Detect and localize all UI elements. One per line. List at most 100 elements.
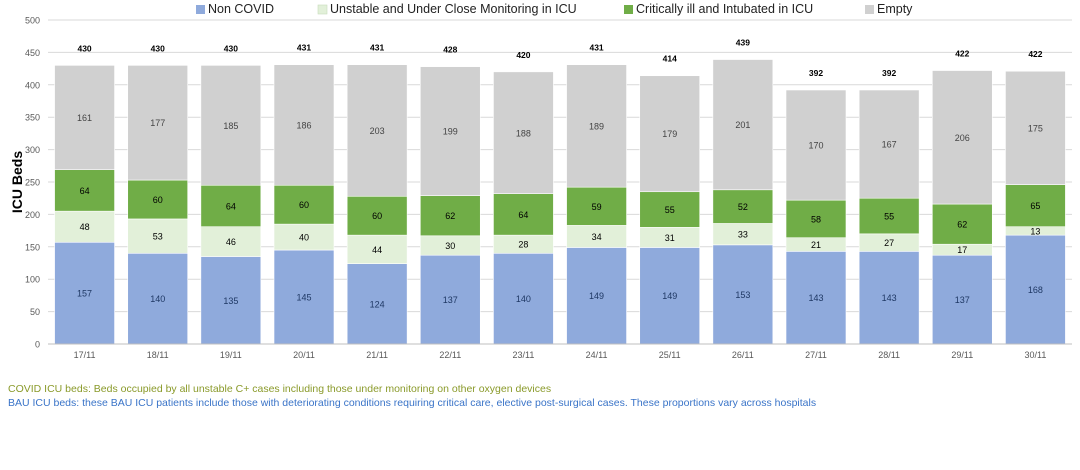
total-label-17-11: 430 [77,43,91,53]
bar-critically-ill-and-intubated-in-icu-25-11 [639,191,701,228]
x-tick-label-22-11: 22/11 [439,350,461,360]
bar-non-covid-23-11 [493,252,554,345]
data-label-bar-unstable-and-under-close-monitoring-in-icu-19-11: 46 [226,237,236,247]
data-label-bar-empty-25-11: 179 [662,129,677,139]
data-label-bar-unstable-and-under-close-monitoring-in-icu-25-11: 31 [665,233,675,243]
data-label-bar-non-covid-24-11: 149 [589,291,604,301]
x-tick-label-21-11: 21/11 [366,350,388,360]
data-label-bar-non-covid-21-11: 124 [370,299,385,309]
x-tick-label-19-11: 19/11 [220,350,242,360]
total-label-19-11: 430 [224,43,238,53]
data-label-bar-unstable-and-under-close-monitoring-in-icu-23-11: 28 [518,240,528,250]
x-tick-label-25-11: 25/11 [659,350,681,360]
y-tick-label-200: 200 [25,210,40,220]
total-label-22-11: 428 [443,45,457,55]
bar-critically-ill-and-intubated-in-icu-26-11 [712,189,774,224]
legend-label-unstable-and-under-close-monitoring-in-icu: Unstable and Under Close Monitoring in I… [330,2,577,16]
data-label-bar-empty-29-11: 206 [955,133,970,143]
bar-critically-ill-and-intubated-in-icu-19-11 [200,184,262,228]
data-label-bar-non-covid-29-11: 137 [955,295,970,305]
bar-critically-ill-and-intubated-in-icu-22-11 [419,195,481,237]
y-tick-label-0: 0 [35,340,40,350]
data-label-bar-critically-ill-and-intubated-in-icu-25-11: 55 [665,205,675,215]
data-label-bar-critically-ill-and-intubated-in-icu-27-11: 58 [811,214,821,224]
total-label-30-11: 422 [1028,49,1042,59]
data-label-bar-critically-ill-and-intubated-in-icu-24-11: 59 [592,202,602,212]
data-label-bar-unstable-and-under-close-monitoring-in-icu-20-11: 40 [299,233,309,243]
data-label-bar-non-covid-23-11: 140 [516,294,531,304]
bar-critically-ill-and-intubated-in-icu-20-11 [273,184,335,225]
legend-swatch-critically-ill-and-intubated-in-icu [624,5,633,14]
data-label-bar-empty-26-11: 201 [735,120,750,130]
y-axis-title: ICU Beds [9,151,25,213]
bar-critically-ill-and-intubated-in-icu-23-11 [493,193,554,236]
data-label-bar-unstable-and-under-close-monitoring-in-icu-17-11: 48 [80,222,90,232]
y-tick-label-400: 400 [25,80,40,90]
x-tick-label-30-11: 30/11 [1024,350,1046,360]
y-tick-label-50: 50 [30,307,40,317]
bar-non-covid-21-11 [346,263,408,345]
legend-swatch-unstable-and-under-close-monitoring-in-icu [317,4,328,15]
data-label-bar-non-covid-26-11: 153 [735,290,750,300]
x-tick-label-18-11: 18/11 [147,350,169,360]
data-label-bar-empty-21-11: 203 [370,126,385,136]
legend-swatch-non-covid [196,5,205,14]
bar-non-covid-30-11 [1005,234,1066,345]
data-label-bar-non-covid-20-11: 145 [296,293,311,303]
bar-empty-19-11 [200,65,262,186]
data-label-bar-unstable-and-under-close-monitoring-in-icu-28-11: 27 [884,238,894,248]
bar-unstable-and-under-close-monitoring-in-icu-19-11 [200,226,262,257]
bar-non-covid-22-11 [419,254,481,345]
y-tick-label-350: 350 [25,113,40,123]
bar-non-covid-18-11 [127,252,189,345]
data-label-bar-unstable-and-under-close-monitoring-in-icu-30-11: 13 [1030,226,1040,236]
y-tick-label-450: 450 [25,48,40,58]
data-label-bar-critically-ill-and-intubated-in-icu-29-11: 62 [957,220,967,230]
data-label-bar-empty-17-11: 161 [77,113,92,123]
bar-non-covid-26-11 [712,244,774,345]
legend-label-non-covid: Non COVID [208,2,274,16]
data-label-bar-critically-ill-and-intubated-in-icu-19-11: 64 [226,201,236,211]
data-label-bar-empty-28-11: 167 [882,140,897,150]
data-label-bar-critically-ill-and-intubated-in-icu-23-11: 64 [518,210,528,220]
data-label-bar-critically-ill-and-intubated-in-icu-30-11: 65 [1030,201,1040,211]
legend-label-empty: Empty [877,2,913,16]
x-tick-label-26-11: 26/11 [732,350,754,360]
bar-critically-ill-and-intubated-in-icu-21-11 [346,195,408,236]
data-label-bar-non-covid-30-11: 168 [1028,285,1043,295]
x-tick-label-17-11: 17/11 [74,350,96,360]
total-label-20-11: 431 [297,43,311,53]
x-tick-label-28-11: 28/11 [878,350,900,360]
data-label-bar-non-covid-22-11: 137 [443,295,458,305]
bar-critically-ill-and-intubated-in-icu-29-11 [931,203,993,245]
data-label-bar-critically-ill-and-intubated-in-icu-22-11: 62 [445,211,455,221]
y-tick-label-500: 500 [25,16,40,26]
total-label-24-11: 431 [589,43,603,53]
bar-unstable-and-under-close-monitoring-in-icu-21-11 [346,234,408,264]
data-label-bar-empty-24-11: 189 [589,121,604,131]
data-label-bar-critically-ill-and-intubated-in-icu-28-11: 55 [884,212,894,222]
data-label-bar-unstable-and-under-close-monitoring-in-icu-22-11: 30 [445,241,455,251]
bar-empty-17-11 [54,65,115,170]
bar-empty-29-11 [931,70,993,205]
data-label-bar-critically-ill-and-intubated-in-icu-26-11: 52 [738,202,748,212]
bar-empty-30-11 [1005,70,1066,185]
bar-non-covid-25-11 [639,247,701,345]
data-label-bar-unstable-and-under-close-monitoring-in-icu-26-11: 33 [738,230,748,240]
data-label-bar-unstable-and-under-close-monitoring-in-icu-29-11: 17 [957,245,967,255]
total-label-29-11: 422 [955,49,969,59]
data-label-bar-critically-ill-and-intubated-in-icu-20-11: 60 [299,200,309,210]
y-tick-label-300: 300 [25,145,40,155]
bar-non-covid-27-11 [785,251,847,345]
data-label-bar-empty-19-11: 185 [223,121,238,131]
bar-empty-25-11 [639,75,701,193]
y-tick-label-100: 100 [25,275,40,285]
data-label-bar-unstable-and-under-close-monitoring-in-icu-21-11: 44 [372,245,382,255]
bar-non-covid-19-11 [200,256,262,345]
total-label-23-11: 420 [516,50,530,60]
data-label-bar-empty-18-11: 177 [150,118,165,128]
x-tick-label-23-11: 23/11 [512,350,534,360]
data-label-bar-empty-27-11: 170 [808,141,823,151]
bar-critically-ill-and-intubated-in-icu-17-11 [54,169,115,212]
bar-critically-ill-and-intubated-in-icu-27-11 [785,199,847,239]
